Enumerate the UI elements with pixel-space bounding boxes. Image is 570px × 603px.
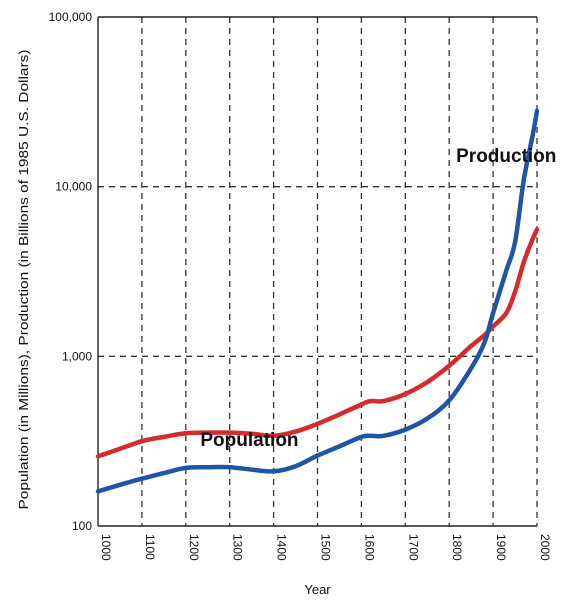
population-label: Population bbox=[200, 430, 298, 451]
x-tick-label: 1500 bbox=[319, 534, 333, 561]
x-tick-label: 1700 bbox=[406, 534, 420, 561]
series-labels: Population Production bbox=[200, 146, 556, 451]
x-axis-title: Year bbox=[304, 582, 331, 597]
x-tick-label: 1200 bbox=[187, 534, 201, 561]
y-tick-label: 10,000 bbox=[55, 180, 92, 194]
series-lines bbox=[95, 108, 540, 494]
x-tick-label: 2000 bbox=[538, 534, 552, 561]
production-line bbox=[95, 108, 540, 494]
y-axis-title: Population (in Millions), Production (in… bbox=[16, 50, 31, 510]
y-tick-label: 1,000 bbox=[62, 349, 92, 363]
x-tick-label: 1800 bbox=[450, 534, 464, 561]
tick-labels: 1000 1100 1200 1300 1400 1500 1600 1700 1800 1900… bbox=[49, 10, 552, 561]
production-label: Production bbox=[456, 146, 556, 167]
x-tick-label: 1600 bbox=[362, 534, 376, 561]
y-tick-label: 100 bbox=[72, 519, 92, 533]
x-tick-label: 1100 bbox=[143, 534, 157, 560]
x-tick-label: 1900 bbox=[494, 534, 508, 561]
y-tick-label: 100,000 bbox=[49, 10, 93, 24]
x-tick-label: 1000 bbox=[99, 534, 113, 561]
axes bbox=[97, 16, 537, 527]
grid bbox=[98, 17, 538, 526]
population-line bbox=[95, 227, 540, 459]
x-tick-label: 1400 bbox=[275, 534, 289, 561]
x-tick-label: 1300 bbox=[231, 534, 245, 561]
